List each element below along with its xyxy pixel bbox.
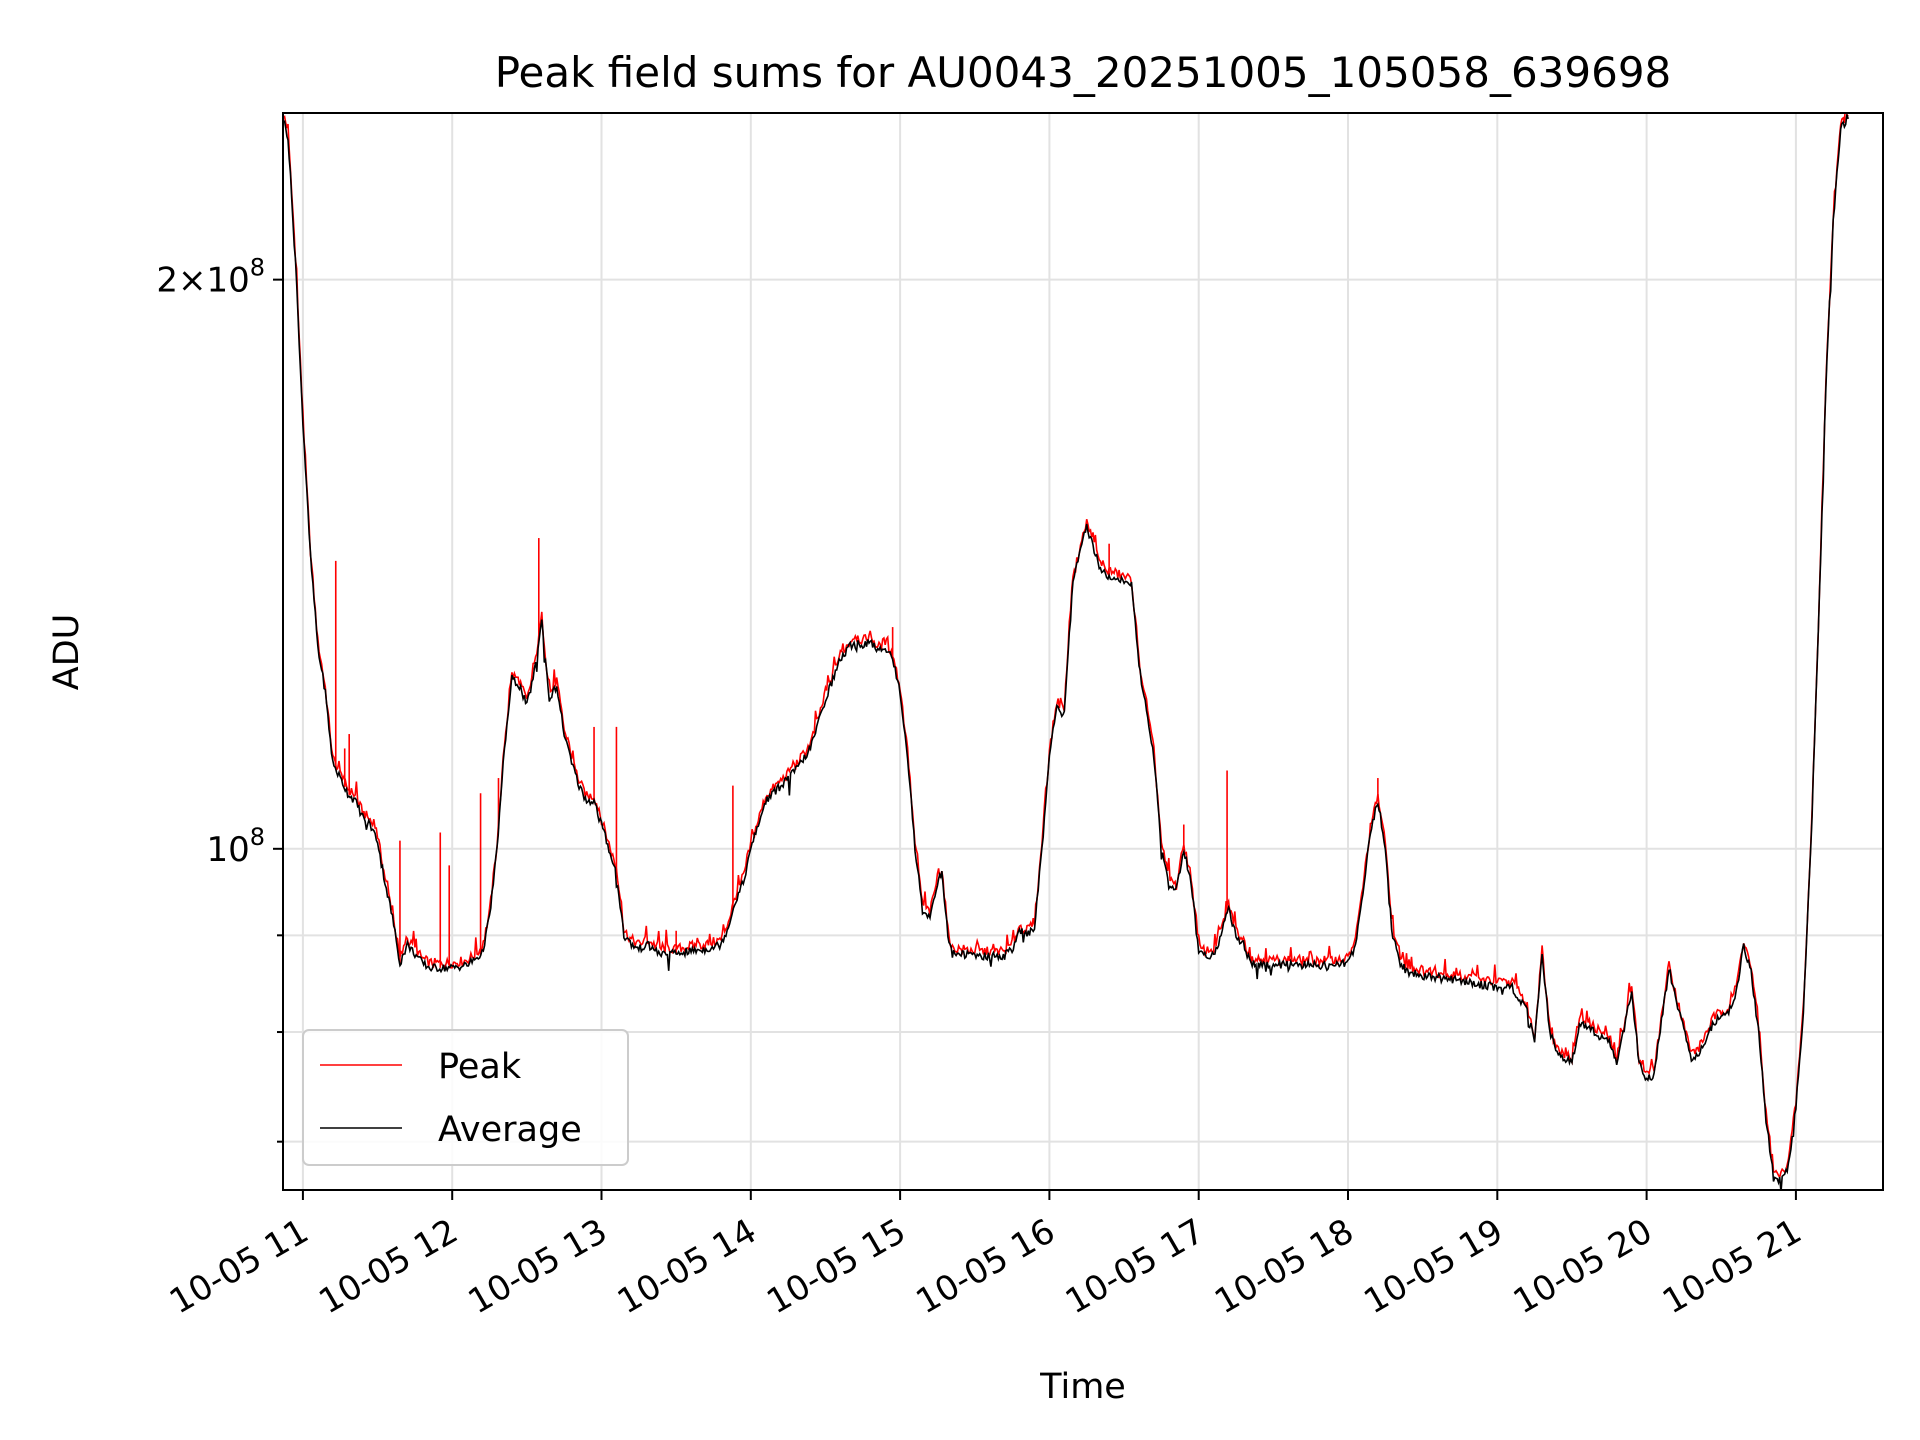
x-tick-label: 10-05 13 (462, 1211, 614, 1322)
x-axis-label: Time (1039, 1367, 1126, 1407)
peak-series-line (283, 113, 1849, 1180)
x-tick-label: 10-05 19 (1357, 1211, 1509, 1322)
plot-frame (282, 112, 1884, 1191)
x-tick-label: 10-05 17 (1059, 1211, 1211, 1322)
x-tick-label: 10-05 12 (312, 1211, 464, 1322)
legend: Peak Average (302, 1029, 629, 1166)
legend-peak-label: Peak (438, 1047, 522, 1087)
y-tick-label: 108 (206, 823, 265, 870)
legend-box (302, 1029, 629, 1166)
average-series-line (283, 114, 1849, 1190)
y-tick-label: 2×108 (156, 254, 265, 301)
x-tick-label: 10-05 20 (1507, 1211, 1659, 1322)
chart-title: Peak field sums for AU0043_20251005_1050… (495, 48, 1672, 97)
x-tick-label: 10-05 18 (1208, 1211, 1360, 1322)
x-tick-label: 10-05 11 (163, 1211, 315, 1322)
series-layer (283, 113, 1849, 1190)
x-tick-label: 10-05 15 (760, 1211, 912, 1322)
y-axis-label: ADU (47, 614, 87, 691)
x-tick-label: 10-05 21 (1656, 1211, 1808, 1322)
x-tick-label: 10-05 16 (910, 1211, 1062, 1322)
grid-layer (283, 113, 1883, 1190)
legend-average-label: Average (438, 1110, 582, 1150)
x-tick-label: 10-05 14 (611, 1211, 763, 1322)
